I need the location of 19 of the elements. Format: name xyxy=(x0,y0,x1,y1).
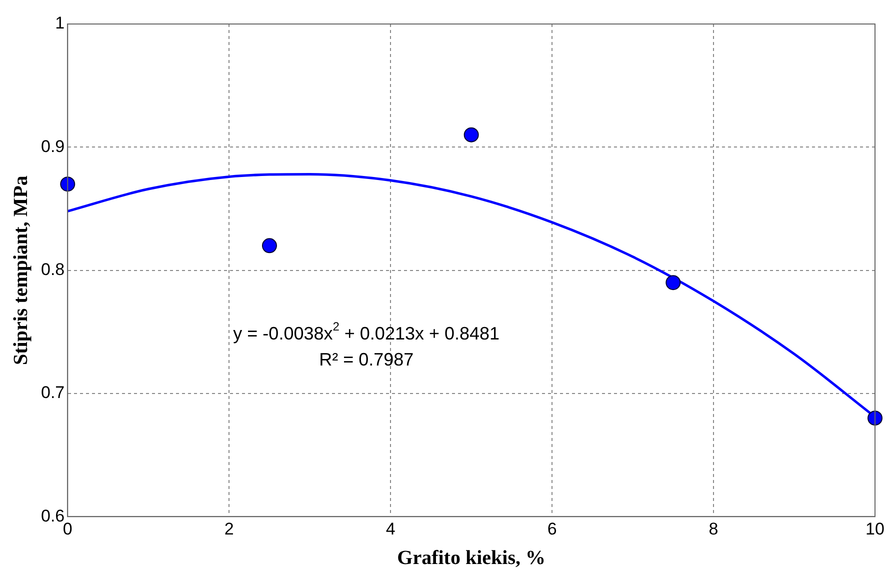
point xyxy=(868,410,882,426)
point xyxy=(60,176,76,192)
point xyxy=(262,238,277,254)
point xyxy=(464,127,479,142)
y-tick-label: 0.8 xyxy=(40,260,65,279)
x-tick-label: 10 xyxy=(866,519,884,538)
x-axis-title: Grafito kiekis, % xyxy=(397,547,546,570)
annotation: R² = 0.7987 xyxy=(319,349,414,370)
y-tick-label: 0.9 xyxy=(40,136,65,156)
y-axis-title: Stipris tempiant, MPa xyxy=(10,176,32,366)
x-tick-label: 6 xyxy=(547,519,557,538)
x-tick-label: 8 xyxy=(708,519,718,538)
y-tick-label: 0.6 xyxy=(40,506,65,526)
y-tick-label: 1 xyxy=(55,14,65,33)
y-tick-label: 0.7 xyxy=(40,383,65,402)
x-tick-label: 0 xyxy=(62,519,72,538)
x-tick-label: 4 xyxy=(386,519,396,538)
x-tick-label: 2 xyxy=(224,519,234,538)
point xyxy=(666,275,681,290)
